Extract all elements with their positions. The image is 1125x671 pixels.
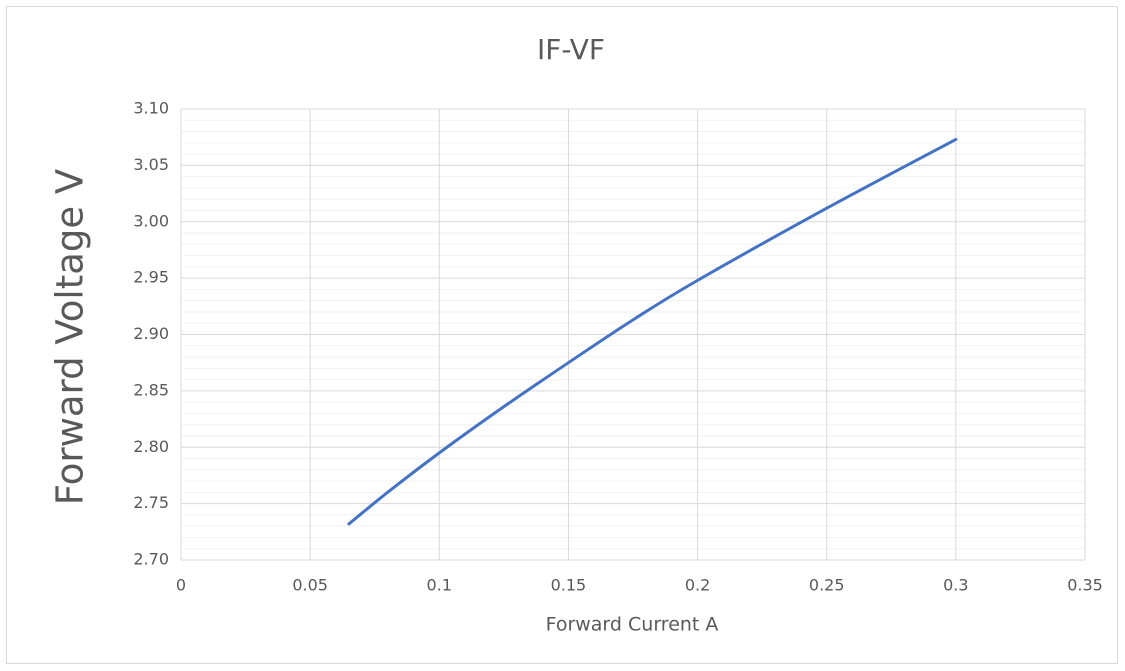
x-tick-label: 0.1 bbox=[427, 576, 452, 595]
x-axis-label: Forward Current A bbox=[546, 614, 719, 636]
x-tick-label: 0.15 bbox=[551, 576, 587, 595]
y-tick-label: 3.10 bbox=[133, 99, 169, 118]
data-line bbox=[347, 137, 958, 526]
y-tick-label: 3.00 bbox=[133, 211, 169, 230]
y-tick-label: 2.95 bbox=[133, 268, 169, 287]
y-axis-label: Forward Voltage V bbox=[49, 169, 92, 505]
y-tick-label: 2.90 bbox=[133, 324, 169, 343]
chart-title: IF-VF bbox=[537, 33, 605, 66]
y-tick-label: 2.70 bbox=[133, 550, 169, 569]
y-tick-label: 2.80 bbox=[133, 437, 169, 456]
x-tick-label: 0.05 bbox=[292, 576, 328, 595]
y-tick-label: 2.85 bbox=[133, 380, 169, 399]
x-tick-label: 0.35 bbox=[1067, 576, 1103, 595]
x-tick-label: 0.2 bbox=[685, 576, 710, 595]
y-tick-label: 2.75 bbox=[133, 493, 169, 512]
x-tick-label: 0 bbox=[176, 576, 186, 595]
x-tick-label: 0.25 bbox=[809, 576, 845, 595]
y-tick-label: 3.05 bbox=[133, 155, 169, 174]
x-tick-label: 0.3 bbox=[943, 576, 968, 595]
